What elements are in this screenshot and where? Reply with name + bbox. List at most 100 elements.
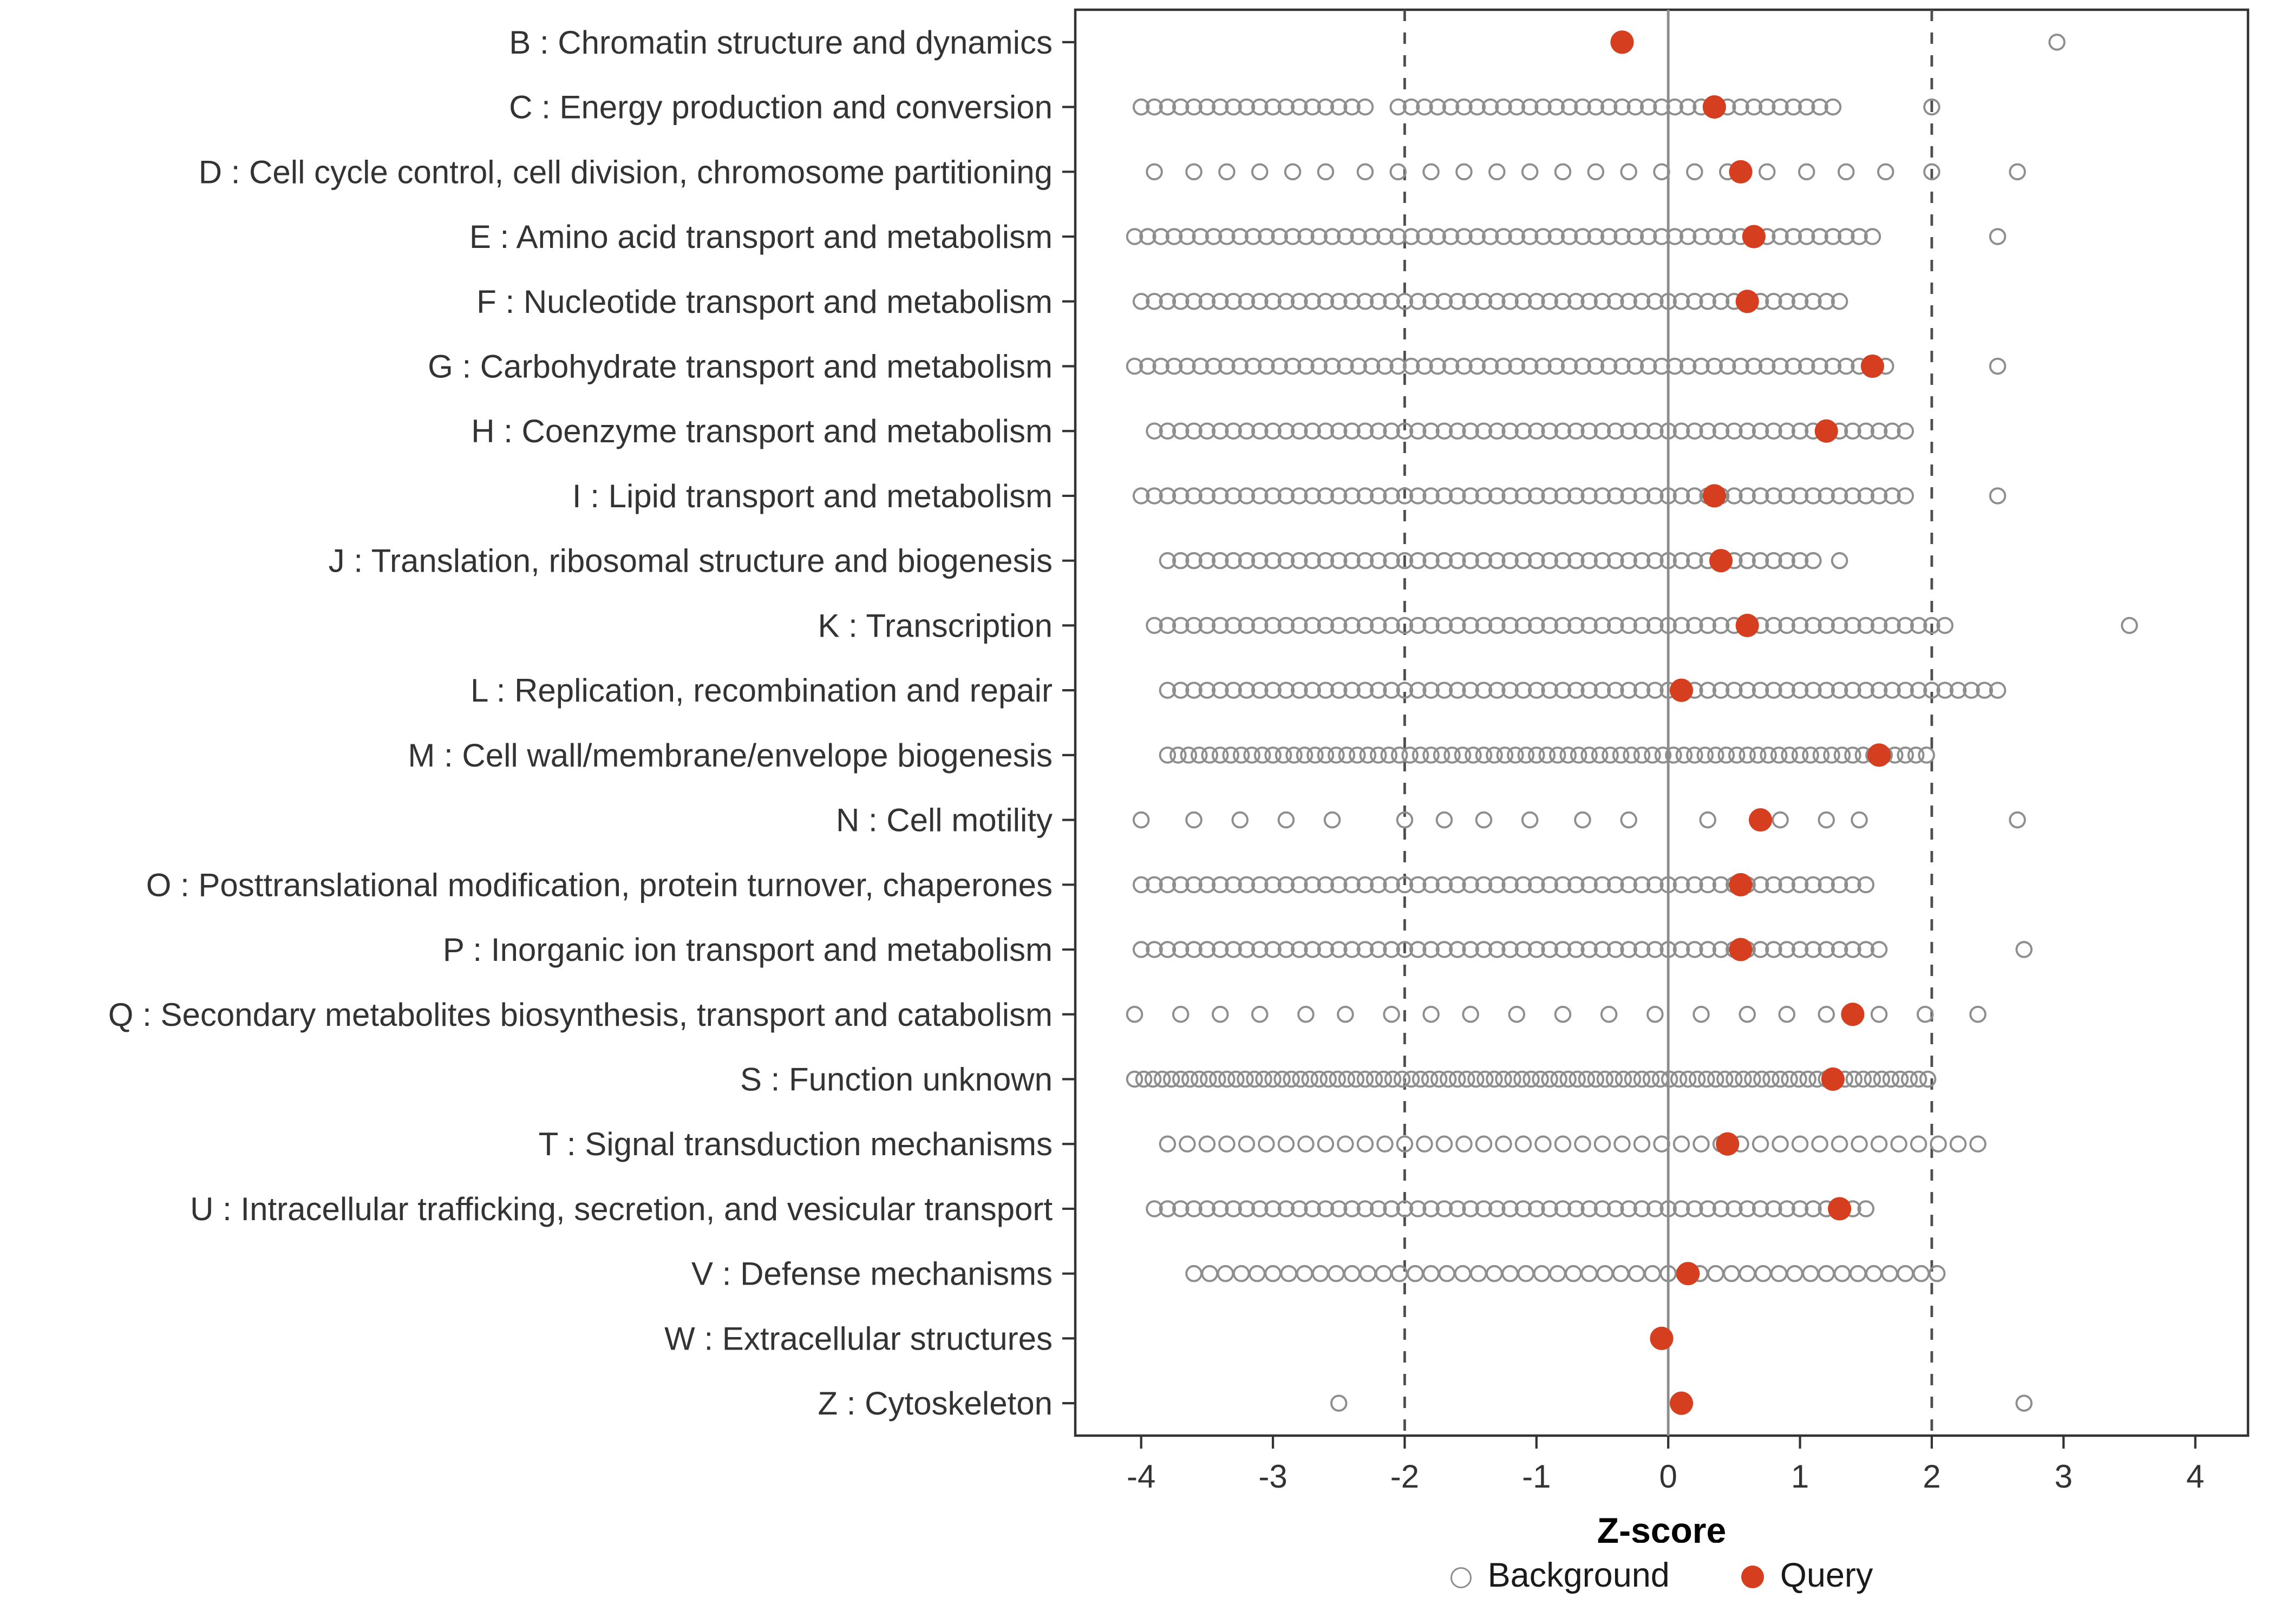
background-point: [1238, 487, 1256, 505]
background-point: [1343, 552, 1361, 569]
background-point: [1900, 1070, 1918, 1088]
background-point: [1633, 617, 1651, 634]
background-point: [1541, 422, 1558, 440]
background-point: [1805, 617, 1822, 634]
background-point: [1211, 487, 1229, 505]
background-point: [1508, 357, 1526, 375]
background-point: [1201, 746, 1218, 764]
background-point: [1778, 617, 1795, 634]
background-point: [1560, 357, 1578, 375]
background-point: [1172, 293, 1190, 310]
background-point: [1646, 422, 1664, 440]
background-point: [1686, 293, 1703, 310]
background-point: [1396, 617, 1414, 634]
background-point: [1462, 682, 1479, 699]
background-point: [1798, 357, 1815, 375]
background-point: [1528, 487, 1545, 505]
background-point: [1290, 876, 1308, 894]
background-point: [1514, 941, 1532, 958]
background-point: [1146, 617, 1163, 634]
background-point: [1264, 552, 1282, 569]
background-point: [1666, 228, 1684, 245]
background-point: [1297, 357, 1315, 375]
background-point: [1580, 293, 1598, 310]
background-point: [1659, 422, 1677, 440]
background-point: [1653, 1135, 1670, 1152]
background-point: [1593, 422, 1611, 440]
background-point: [1765, 487, 1782, 505]
background-point: [1884, 422, 1901, 440]
background-point: [1646, 1006, 1664, 1023]
background-point: [1495, 228, 1512, 245]
background-point: [1580, 1200, 1598, 1217]
background-point: [1666, 357, 1684, 375]
background-point: [1699, 876, 1716, 894]
background-point: [1567, 682, 1585, 699]
background-point: [1818, 876, 1835, 894]
background-point: [1686, 163, 1703, 181]
background-point: [1159, 617, 1177, 634]
background-point: [1396, 422, 1414, 440]
background-point: [1211, 98, 1229, 116]
background-point: [1297, 228, 1315, 245]
background-point: [1591, 746, 1609, 764]
background-point: [1172, 876, 1190, 894]
background-point: [1380, 746, 1397, 764]
background-point: [1923, 617, 1940, 634]
background-point: [1462, 876, 1479, 894]
y-axis-label: S : Function unknown: [740, 1062, 1053, 1098]
background-point: [1356, 98, 1374, 116]
background-point: [1297, 1135, 1315, 1152]
background-point: [1475, 811, 1493, 829]
background-point: [1823, 746, 1840, 764]
background-point: [1712, 682, 1730, 699]
background-point: [1639, 357, 1657, 375]
background-point: [1238, 941, 1256, 958]
background-point: [1749, 746, 1767, 764]
background-point: [1541, 617, 1558, 634]
background-point: [1225, 293, 1242, 310]
background-point: [1936, 682, 1953, 699]
background-point: [1884, 487, 1901, 505]
background-point: [1778, 293, 1795, 310]
background-point: [1277, 1135, 1295, 1152]
background-point: [1376, 357, 1394, 375]
background-point: [1919, 1070, 1937, 1088]
query-point: [1702, 484, 1726, 508]
background-point: [1211, 1006, 1229, 1023]
background-point: [1462, 552, 1479, 569]
background-point: [1462, 941, 1479, 958]
background-point: [1620, 1200, 1637, 1217]
background-point: [1501, 293, 1519, 310]
background-point: [1857, 487, 1874, 505]
background-point: [1486, 1070, 1503, 1088]
background-point: [1587, 163, 1605, 181]
background-point: [1488, 682, 1506, 699]
background-point: [1238, 293, 1256, 310]
background-point: [1422, 941, 1440, 958]
query-point: [1821, 1067, 1845, 1091]
background-point: [1396, 1135, 1414, 1152]
background-point: [1504, 1070, 1521, 1088]
background-point: [1554, 941, 1572, 958]
background-point: [1607, 617, 1624, 634]
background-point: [1132, 941, 1150, 958]
background-point: [1882, 1070, 1900, 1088]
background-point: [1449, 876, 1466, 894]
background-point: [1752, 941, 1769, 958]
background-point: [1383, 1006, 1400, 1023]
background-point: [1330, 293, 1348, 310]
y-axis-label: V : Defense mechanisms: [691, 1256, 1053, 1292]
background-point: [1753, 1070, 1770, 1088]
background-point: [1699, 1200, 1716, 1217]
background-point: [1317, 617, 1335, 634]
background-point: [1277, 98, 1295, 116]
background-point: [1238, 98, 1256, 116]
background-point: [1745, 98, 1763, 116]
background-point: [1317, 876, 1335, 894]
background-point: [1159, 422, 1177, 440]
background-point: [1570, 746, 1587, 764]
background-point: [1672, 876, 1690, 894]
background-point: [1416, 228, 1433, 245]
background-point: [1330, 552, 1348, 569]
